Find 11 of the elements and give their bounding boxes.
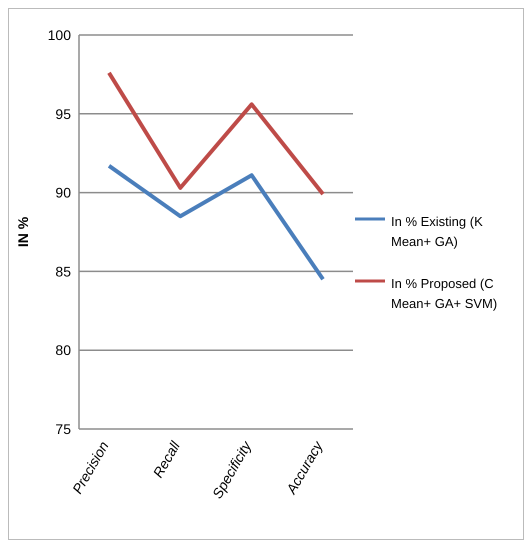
- legend-label: In % Existing (K Mean+ GA): [391, 213, 484, 251]
- y-tick-label: 85: [55, 263, 72, 280]
- legend-label: In % Proposed (C Mean+ GA+ SVM): [391, 275, 498, 313]
- line-series: [107, 70, 325, 196]
- y-tick-label: 75: [55, 420, 72, 437]
- y-tick-label: 100: [48, 26, 72, 43]
- y-axis-title: IN %: [14, 216, 31, 248]
- y-tick-label: 95: [55, 106, 72, 122]
- line-series: [107, 164, 325, 282]
- y-tick-label: 80: [55, 342, 72, 358]
- y-tick-label: 90: [55, 184, 72, 201]
